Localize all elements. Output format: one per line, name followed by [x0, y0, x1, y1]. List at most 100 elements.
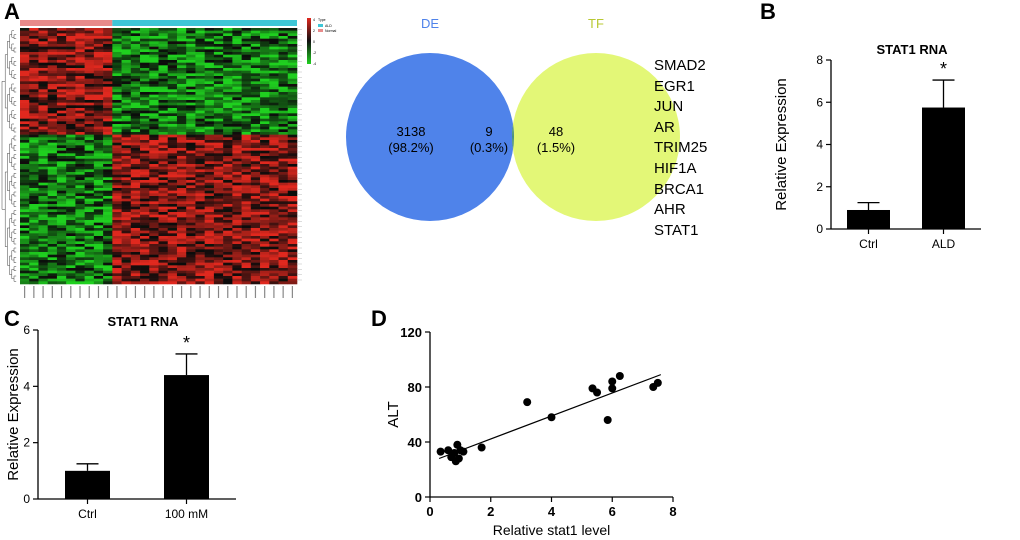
heatmap-cell [232, 30, 242, 34]
heatmap-cell [20, 52, 30, 55]
heatmap-cell [130, 105, 141, 109]
heatmap-cell [140, 46, 150, 50]
heatmap-cell [241, 92, 252, 95]
heatmap-cell [84, 225, 95, 229]
heatmap-cell [195, 150, 205, 154]
heatmap-cell [260, 225, 270, 229]
heatmap-cell [38, 68, 48, 71]
heatmap-cell [130, 204, 141, 207]
heatmap-cell [241, 158, 252, 162]
heatmap-cell [223, 121, 233, 125]
heatmap-cell [269, 177, 279, 181]
heatmap-cell [112, 102, 122, 106]
heatmap-cell [250, 220, 261, 223]
dendrogram-branch [13, 87, 17, 93]
heatmap-cell [176, 172, 187, 175]
heatmap-cell [56, 54, 67, 58]
heatmap-cell [93, 65, 104, 69]
heatmap-cell [260, 28, 270, 31]
heatmap-cell [269, 148, 279, 151]
heatmap-cell [269, 164, 279, 167]
heatmap-cell [112, 241, 122, 245]
heatmap-cell [103, 204, 113, 207]
heatmap-cell [20, 174, 30, 178]
heatmap-cell [93, 49, 104, 53]
heatmap-cell [149, 46, 159, 50]
bar [922, 107, 965, 229]
heatmap-cell [260, 217, 270, 221]
heatmap-cell [195, 172, 205, 175]
heatmap-cell [260, 156, 270, 159]
heatmap-cell [186, 156, 196, 159]
heatmap-cell [213, 230, 224, 234]
heatmap-cell [56, 81, 67, 85]
heatmap-cell [29, 30, 39, 34]
heatmap-cell [66, 108, 76, 111]
heatmap-cell [29, 204, 39, 207]
heatmap-cell [223, 148, 233, 151]
heatmap-cell [158, 262, 169, 266]
heatmap-cell [232, 70, 242, 74]
heatmap-cell [167, 169, 178, 173]
heatmap-cell [140, 44, 150, 47]
heatmap-cell [232, 65, 242, 69]
heatmap-cell [103, 252, 113, 255]
heatmap-cell [47, 60, 58, 63]
heatmap-cell [84, 92, 95, 95]
heatmap-cell [186, 121, 196, 125]
heatmap-cell [223, 97, 233, 101]
heatmap-cell [158, 105, 169, 109]
heatmap-cell [250, 28, 261, 31]
heatmap-cell [75, 222, 85, 226]
heatmap-cell [213, 169, 224, 173]
heatmap-cell [269, 233, 279, 237]
heatmap-cell [75, 153, 85, 157]
heatmap-cell [167, 148, 178, 151]
heatmap-cell [260, 265, 270, 269]
heatmap-cell [47, 44, 58, 47]
heatmap-cell [84, 236, 95, 239]
heatmap-cell [130, 276, 141, 279]
heatmap-cell [140, 268, 150, 271]
heatmap-cell [260, 60, 270, 63]
heatmap-cell [84, 177, 95, 181]
heatmap-cell [20, 108, 30, 111]
heatmap-cell [213, 52, 224, 55]
heatmap-cell [29, 273, 39, 277]
heatmap-cell [158, 198, 169, 202]
heatmap-cell [103, 41, 113, 45]
heatmap-cell [112, 212, 122, 215]
heatmap-cell [140, 49, 150, 53]
heatmap-cell [75, 132, 85, 135]
heatmap-cell [121, 142, 132, 146]
heatmap-cell [66, 153, 76, 157]
heatmap-cell [103, 140, 113, 143]
heatmap-cell [121, 236, 132, 239]
heatmap-cell [103, 262, 113, 266]
heatmap-cell [232, 166, 242, 170]
heatmap-cell [158, 81, 169, 85]
heatmap-cell [20, 33, 30, 37]
heatmap-cell [287, 158, 298, 162]
heatmap-cell [103, 249, 113, 253]
heatmap-cell [250, 252, 261, 255]
heatmap-cell [130, 180, 141, 183]
heatmap-cell [250, 145, 261, 149]
heatmap-cell [241, 38, 252, 42]
heatmap-cell [103, 180, 113, 183]
heatmap-cell [93, 140, 104, 143]
heatmap-cell [223, 236, 233, 239]
y-tick-label: 8 [816, 53, 823, 67]
heatmap-cell [75, 174, 85, 178]
heatmap-cell [47, 230, 58, 234]
heatmap-cell [204, 270, 215, 274]
heatmap-cell [195, 124, 205, 127]
heatmap-cell [278, 209, 289, 213]
heatmap-cell [260, 222, 270, 226]
heatmap-cell [269, 44, 279, 47]
heatmap-cell [130, 118, 141, 122]
heatmap-cell [140, 164, 150, 167]
heatmap-cell [66, 116, 76, 119]
heatmap-cell [103, 188, 113, 191]
